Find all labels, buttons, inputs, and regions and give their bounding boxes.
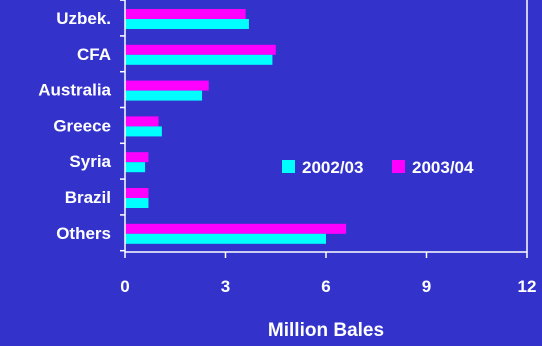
category-label: Others bbox=[56, 224, 111, 243]
bar-2002-03 bbox=[125, 162, 146, 173]
bar-2003-04 bbox=[125, 80, 209, 91]
bar-2003-04 bbox=[125, 223, 347, 234]
x-tick-label: 3 bbox=[221, 277, 230, 296]
bar-2003-04 bbox=[125, 44, 276, 55]
x-tick-label: 12 bbox=[518, 277, 537, 296]
category-label: CFA bbox=[77, 45, 111, 64]
category-label: Syria bbox=[69, 152, 111, 171]
legend-swatch bbox=[282, 160, 295, 173]
x-ticks: 0 3 6 9 12 bbox=[120, 252, 536, 296]
bar-2003-04 bbox=[125, 188, 149, 198]
x-tick-label: 0 bbox=[120, 277, 129, 296]
x-axis-title: Million Bales bbox=[268, 320, 384, 341]
category-labels: Uzbek. CFA Australia Greece Syria Brazil Other… bbox=[38, 9, 111, 243]
x-tick-label: 6 bbox=[321, 277, 330, 296]
category-label: Greece bbox=[53, 116, 111, 135]
category-label: Australia bbox=[38, 81, 111, 100]
bar-2002-03 bbox=[125, 126, 162, 137]
bar-2002-03 bbox=[125, 198, 149, 208]
legend-swatch bbox=[392, 160, 405, 173]
bar-2002-03 bbox=[125, 90, 203, 101]
legend: 2002/03 2003/04 bbox=[282, 158, 474, 177]
bar-2003-04 bbox=[125, 9, 246, 19]
bar-2003-04 bbox=[125, 152, 149, 163]
bar-2002-03 bbox=[125, 54, 273, 65]
bar-2002-03 bbox=[125, 19, 249, 29]
legend-label: 2003/04 bbox=[412, 158, 474, 177]
category-label: Uzbek. bbox=[56, 9, 111, 28]
bars-layer bbox=[125, 9, 347, 244]
legend-label: 2002/03 bbox=[302, 158, 363, 177]
bar-2002-03 bbox=[125, 233, 326, 244]
category-label: Brazil bbox=[65, 188, 111, 207]
x-tick-label: 9 bbox=[422, 277, 431, 296]
bar-2003-04 bbox=[125, 116, 159, 127]
